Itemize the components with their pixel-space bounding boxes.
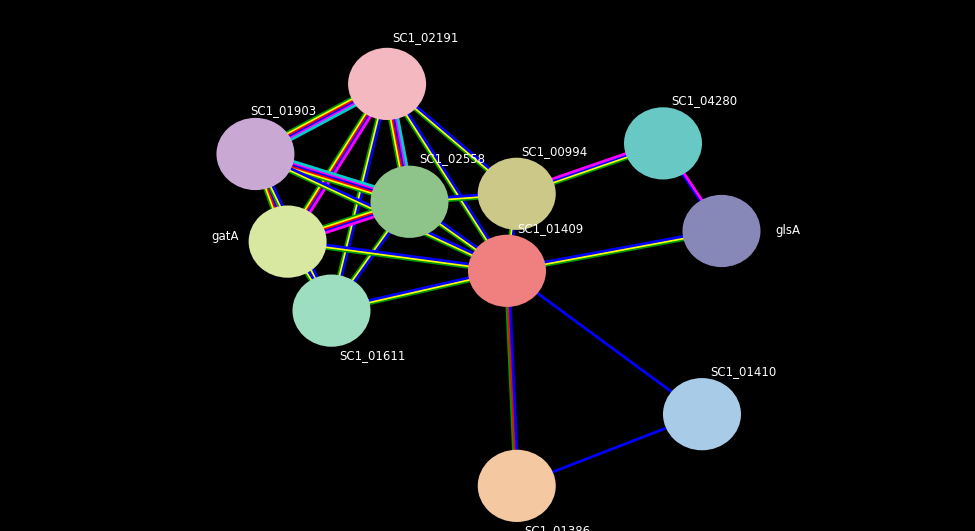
Text: SC1_01410: SC1_01410 <box>710 365 776 378</box>
Ellipse shape <box>624 107 702 179</box>
Ellipse shape <box>370 166 448 238</box>
Ellipse shape <box>216 118 294 190</box>
Text: SC1_02191: SC1_02191 <box>392 31 458 44</box>
Text: SC1_02558: SC1_02558 <box>419 152 486 165</box>
Text: glsA: glsA <box>775 225 800 237</box>
Ellipse shape <box>478 450 556 522</box>
Ellipse shape <box>292 275 370 347</box>
Text: gatA: gatA <box>212 230 239 243</box>
Ellipse shape <box>468 235 546 307</box>
Text: SC1_01903: SC1_01903 <box>251 104 317 117</box>
Text: SC1_01409: SC1_01409 <box>517 222 583 235</box>
Text: SC1_00994: SC1_00994 <box>522 145 588 158</box>
Ellipse shape <box>478 158 556 230</box>
Text: SC1_01386: SC1_01386 <box>525 524 591 531</box>
Ellipse shape <box>663 378 741 450</box>
Text: SC1_04280: SC1_04280 <box>671 95 737 107</box>
Ellipse shape <box>348 48 426 120</box>
Ellipse shape <box>682 195 761 267</box>
Text: SC1_01611: SC1_01611 <box>339 349 406 362</box>
Ellipse shape <box>249 205 327 278</box>
